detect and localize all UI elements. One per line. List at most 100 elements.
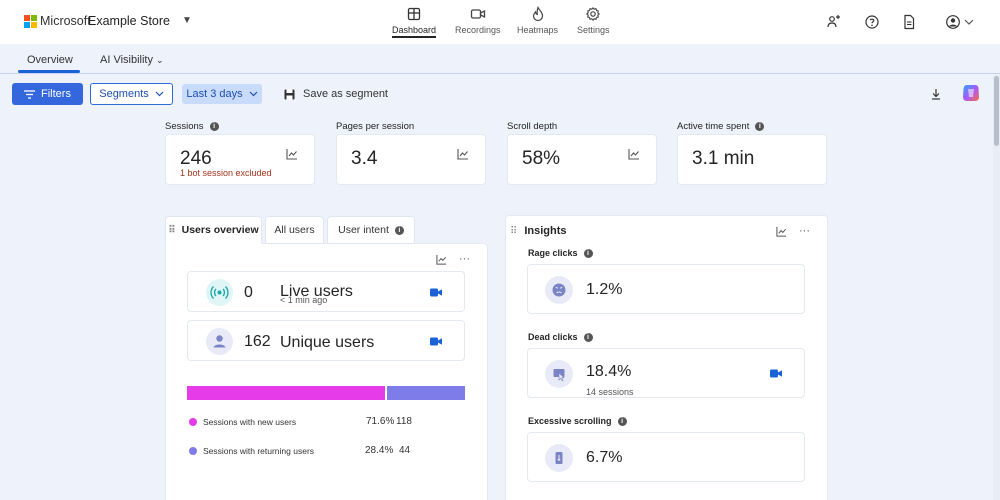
nav-label: Settings: [577, 25, 610, 35]
metric-label-text: Sessions: [165, 121, 204, 132]
nav-label: Recordings: [455, 25, 501, 35]
nav-dashboard[interactable]: Dashboard: [392, 6, 436, 35]
excessive-scrolling-card[interactable]: 6.7%: [527, 432, 805, 482]
nav-label: Heatmaps: [517, 25, 559, 35]
bar-segment-returning-users: [387, 386, 465, 400]
rage-clicks-label: Rage clicks i: [528, 248, 593, 258]
scrollbar-thumb[interactable]: [994, 76, 999, 146]
caret-down-icon[interactable]: ▼: [182, 15, 192, 26]
page-scrollbar[interactable]: [993, 74, 1000, 500]
legend-new-users: Sessions with new users: [189, 417, 296, 427]
chevron-down-icon: ⌄: [156, 55, 164, 65]
save-icon: [284, 89, 295, 99]
account-icon[interactable]: [945, 14, 961, 30]
dead-click-icon: [545, 360, 573, 388]
date-range-dropdown[interactable]: Last 3 days: [182, 84, 262, 104]
insights-panel-tools: ···: [776, 225, 810, 237]
filters-button[interactable]: Filters: [12, 83, 83, 105]
date-range-label: Last 3 days: [186, 88, 243, 100]
metric-label-scroll-depth: Scroll depth: [507, 121, 557, 132]
metric-card-scroll-depth[interactable]: 58%: [507, 134, 657, 185]
trend-chart-icon[interactable]: [628, 148, 640, 160]
legend-percent: 28.4%: [365, 445, 394, 456]
legend-dot: [189, 447, 197, 455]
segments-dropdown[interactable]: Segments: [90, 83, 173, 105]
download-icon[interactable]: [930, 88, 942, 100]
bar-segment-new-users: [187, 386, 385, 400]
bot-excluded-note: 1 bot session excluded: [180, 168, 272, 178]
rage-clicks-value: 1.2%: [586, 281, 623, 298]
metric-card-active-time[interactable]: 3.1 min: [677, 134, 827, 185]
live-users-updated: < 1 min ago: [280, 295, 328, 305]
nav-heatmaps[interactable]: Heatmaps: [517, 6, 558, 35]
share-users-icon[interactable]: [826, 14, 842, 30]
flame-icon: [532, 6, 543, 22]
active-tab-indicator: [18, 70, 80, 73]
more-options-icon[interactable]: ···: [799, 225, 810, 237]
new-vs-returning-bar[interactable]: [187, 386, 465, 400]
tab-user-intent[interactable]: User intent i: [327, 216, 415, 244]
info-icon[interactable]: i: [583, 332, 593, 342]
trend-chart-icon[interactable]: [286, 148, 298, 160]
live-users-card[interactable]: 0 Live users < 1 min ago: [187, 271, 465, 312]
chevron-down-icon: [155, 91, 164, 97]
tab-ai-visibility[interactable]: AI Visibility ⌄: [100, 54, 164, 66]
rage-clicks-card[interactable]: 1.2%: [527, 264, 805, 314]
live-users-label: Live users: [280, 283, 353, 300]
trend-chart-icon[interactable]: [436, 254, 447, 265]
excessive-scrolling-value: 6.7%: [586, 449, 623, 466]
metric-card-pages-per-session[interactable]: 3.4: [336, 134, 486, 185]
unique-users-label: Unique users: [280, 334, 375, 351]
metric-label-text: Scroll depth: [507, 121, 558, 132]
info-icon[interactable]: i: [583, 248, 593, 258]
metric-card-sessions[interactable]: 246 1 bot session excluded: [165, 134, 315, 185]
microsoft-logo: [24, 15, 37, 28]
insight-label-text: Rage clicks: [528, 248, 578, 258]
nav-recordings[interactable]: Recordings: [455, 6, 501, 35]
metric-label-sessions: Sessions i: [165, 121, 219, 132]
drag-handle-icon[interactable]: ⠿: [168, 224, 176, 236]
nav-settings[interactable]: Settings: [577, 6, 610, 35]
dead-clicks-label: Dead clicks i: [528, 332, 593, 342]
legend-label: Sessions with returning users: [203, 446, 315, 456]
users-panel-tools: ···: [436, 253, 470, 265]
drag-handle-icon[interactable]: ⠿: [510, 225, 518, 237]
project-selector[interactable]: Example Store: [88, 14, 170, 28]
dead-clicks-value: 18.4%: [586, 363, 632, 380]
person-icon: [206, 328, 233, 355]
more-options-icon[interactable]: ···: [459, 253, 470, 265]
gear-icon: [586, 6, 601, 22]
insight-label-text: Excessive scrolling: [528, 416, 612, 426]
info-icon[interactable]: i: [617, 416, 627, 426]
trend-chart-icon[interactable]: [776, 226, 787, 237]
insights-header: ⠿ Insights: [510, 225, 567, 237]
trend-chart-icon[interactable]: [457, 148, 469, 160]
chevron-down-icon: [249, 91, 258, 97]
metric-value: 3.1 min: [692, 148, 755, 169]
chevron-down-icon[interactable]: [963, 14, 975, 30]
info-icon[interactable]: i: [755, 122, 765, 131]
info-icon[interactable]: i: [394, 225, 404, 235]
document-icon[interactable]: [901, 14, 917, 30]
save-as-segment-button[interactable]: Save as segment: [284, 88, 388, 100]
tab-all-users[interactable]: All users: [265, 216, 324, 244]
dead-clicks-card[interactable]: 18.4% 14 sessions: [527, 348, 805, 398]
filter-icon: [24, 89, 36, 99]
tab-label: Users overview: [181, 224, 259, 236]
angry-face-icon: [545, 276, 573, 304]
tab-users-overview[interactable]: ⠿ Users overview: [165, 216, 262, 244]
help-icon[interactable]: [864, 14, 880, 30]
unique-users-card[interactable]: 162 Unique users: [187, 320, 465, 361]
video-icon: [470, 9, 485, 19]
tab-overview[interactable]: Overview: [27, 54, 73, 66]
phone-scroll-icon: [545, 444, 573, 472]
recording-camera-icon[interactable]: [430, 288, 442, 297]
recording-camera-icon[interactable]: [770, 369, 782, 378]
excessive-scrolling-label: Excessive scrolling i: [528, 416, 627, 426]
info-icon[interactable]: i: [209, 122, 219, 131]
metric-label-pages-per-session: Pages per session: [336, 121, 414, 132]
insight-label-text: Dead clicks: [528, 332, 578, 342]
recording-camera-icon[interactable]: [430, 337, 442, 346]
copilot-icon[interactable]: [961, 83, 981, 103]
legend-returning-users: Sessions with returning users: [189, 446, 314, 456]
